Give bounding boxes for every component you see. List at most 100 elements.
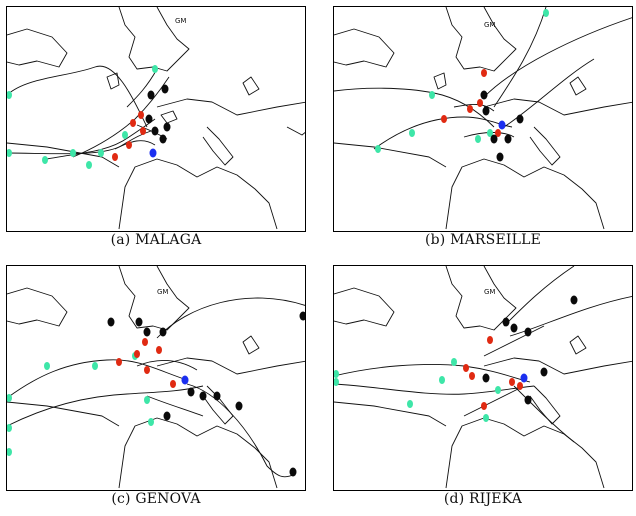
- start-point: [7, 91, 12, 99]
- end-point: [490, 134, 498, 144]
- intermediate-point: [116, 358, 122, 366]
- port-marker: [149, 148, 157, 158]
- end-point: [145, 114, 153, 124]
- greenwich-meridian-label: GM: [484, 21, 495, 29]
- start-point: [98, 149, 104, 157]
- intermediate-point: [481, 69, 487, 77]
- start-point: [7, 448, 12, 456]
- trajectory-map-rijeka: GM: [334, 266, 632, 489]
- end-point: [107, 317, 115, 327]
- greenwich-meridian-label: GM: [175, 17, 186, 25]
- start-point: [487, 129, 493, 137]
- trajectory-map-marseille: GM: [334, 7, 632, 230]
- trajectory-points: [375, 9, 549, 162]
- end-point: [199, 391, 207, 401]
- caption-d: (d) RIJEKA: [443, 491, 523, 507]
- end-point: [516, 114, 524, 124]
- caption-b: (b) MARSEILLE: [424, 232, 542, 248]
- port-marker: [181, 375, 189, 385]
- start-point: [334, 378, 339, 386]
- intermediate-point: [517, 382, 523, 390]
- end-point: [502, 317, 510, 327]
- port-marker: [520, 373, 528, 383]
- coastlines: [7, 266, 305, 489]
- end-point: [187, 387, 195, 397]
- end-point: [213, 391, 221, 401]
- start-point: [375, 145, 381, 153]
- start-point: [495, 386, 501, 394]
- intermediate-point: [142, 338, 148, 346]
- start-point: [7, 394, 12, 402]
- greenwich-meridian-label: GM: [484, 288, 495, 296]
- intermediate-point: [441, 115, 447, 123]
- end-point: [524, 327, 532, 337]
- end-point: [163, 122, 171, 132]
- start-point: [475, 135, 481, 143]
- coastlines: [334, 266, 632, 489]
- intermediate-point: [481, 402, 487, 410]
- start-point: [334, 370, 339, 378]
- start-point: [543, 9, 549, 17]
- intermediate-point: [112, 153, 118, 161]
- trajectory-points: [334, 295, 578, 422]
- map-panel-rijeka: GM: [333, 265, 633, 491]
- start-point: [70, 149, 76, 157]
- start-point: [407, 400, 413, 408]
- end-point: [496, 152, 504, 162]
- end-point: [159, 134, 167, 144]
- end-point: [299, 311, 305, 321]
- end-point: [510, 323, 518, 333]
- intermediate-point: [463, 364, 469, 372]
- intermediate-point: [487, 336, 493, 344]
- intermediate-point: [126, 141, 132, 149]
- start-point: [44, 362, 50, 370]
- end-point: [482, 373, 490, 383]
- intermediate-point: [477, 99, 483, 107]
- intermediate-point: [467, 105, 473, 113]
- coastlines: [7, 7, 305, 230]
- intermediate-point: [138, 111, 144, 119]
- start-point: [439, 376, 445, 384]
- intermediate-point: [156, 346, 162, 354]
- end-point: [235, 401, 243, 411]
- intermediate-point: [509, 378, 515, 386]
- map-panel-malaga: GM: [6, 6, 306, 232]
- intermediate-point: [469, 372, 475, 380]
- end-point: [147, 90, 155, 100]
- greenwich-meridian-label: GM: [157, 288, 168, 296]
- port-marker: [498, 120, 506, 130]
- start-point: [122, 131, 128, 139]
- start-point: [409, 129, 415, 137]
- intermediate-point: [140, 127, 146, 135]
- caption-c: (c) GENOVA: [111, 491, 201, 507]
- intermediate-point: [130, 119, 136, 127]
- end-point: [143, 327, 151, 337]
- ship-tracks: [334, 266, 632, 443]
- map-panel-marseille: GM: [333, 6, 633, 232]
- end-point: [482, 106, 490, 116]
- map-panel-genova: GM: [6, 265, 306, 491]
- caption-a: (a) MALAGA: [110, 232, 202, 248]
- end-point: [151, 126, 159, 136]
- trajectory-points: [7, 311, 305, 477]
- coastlines: [334, 7, 632, 230]
- start-point: [152, 65, 158, 73]
- end-point: [135, 317, 143, 327]
- end-point: [161, 84, 169, 94]
- intermediate-point: [170, 380, 176, 388]
- start-point: [7, 424, 12, 432]
- start-point: [451, 358, 457, 366]
- start-point: [483, 414, 489, 422]
- end-point: [524, 395, 532, 405]
- intermediate-point: [144, 366, 150, 374]
- start-point: [144, 396, 150, 404]
- start-point: [148, 418, 154, 426]
- intermediate-point: [134, 350, 140, 358]
- end-point: [480, 90, 488, 100]
- trajectory-map-genova: GM: [7, 266, 305, 489]
- end-point: [570, 295, 578, 305]
- start-point: [7, 149, 12, 157]
- trajectory-map-malaga: GM: [7, 7, 305, 230]
- end-point: [289, 467, 297, 477]
- start-point: [429, 91, 435, 99]
